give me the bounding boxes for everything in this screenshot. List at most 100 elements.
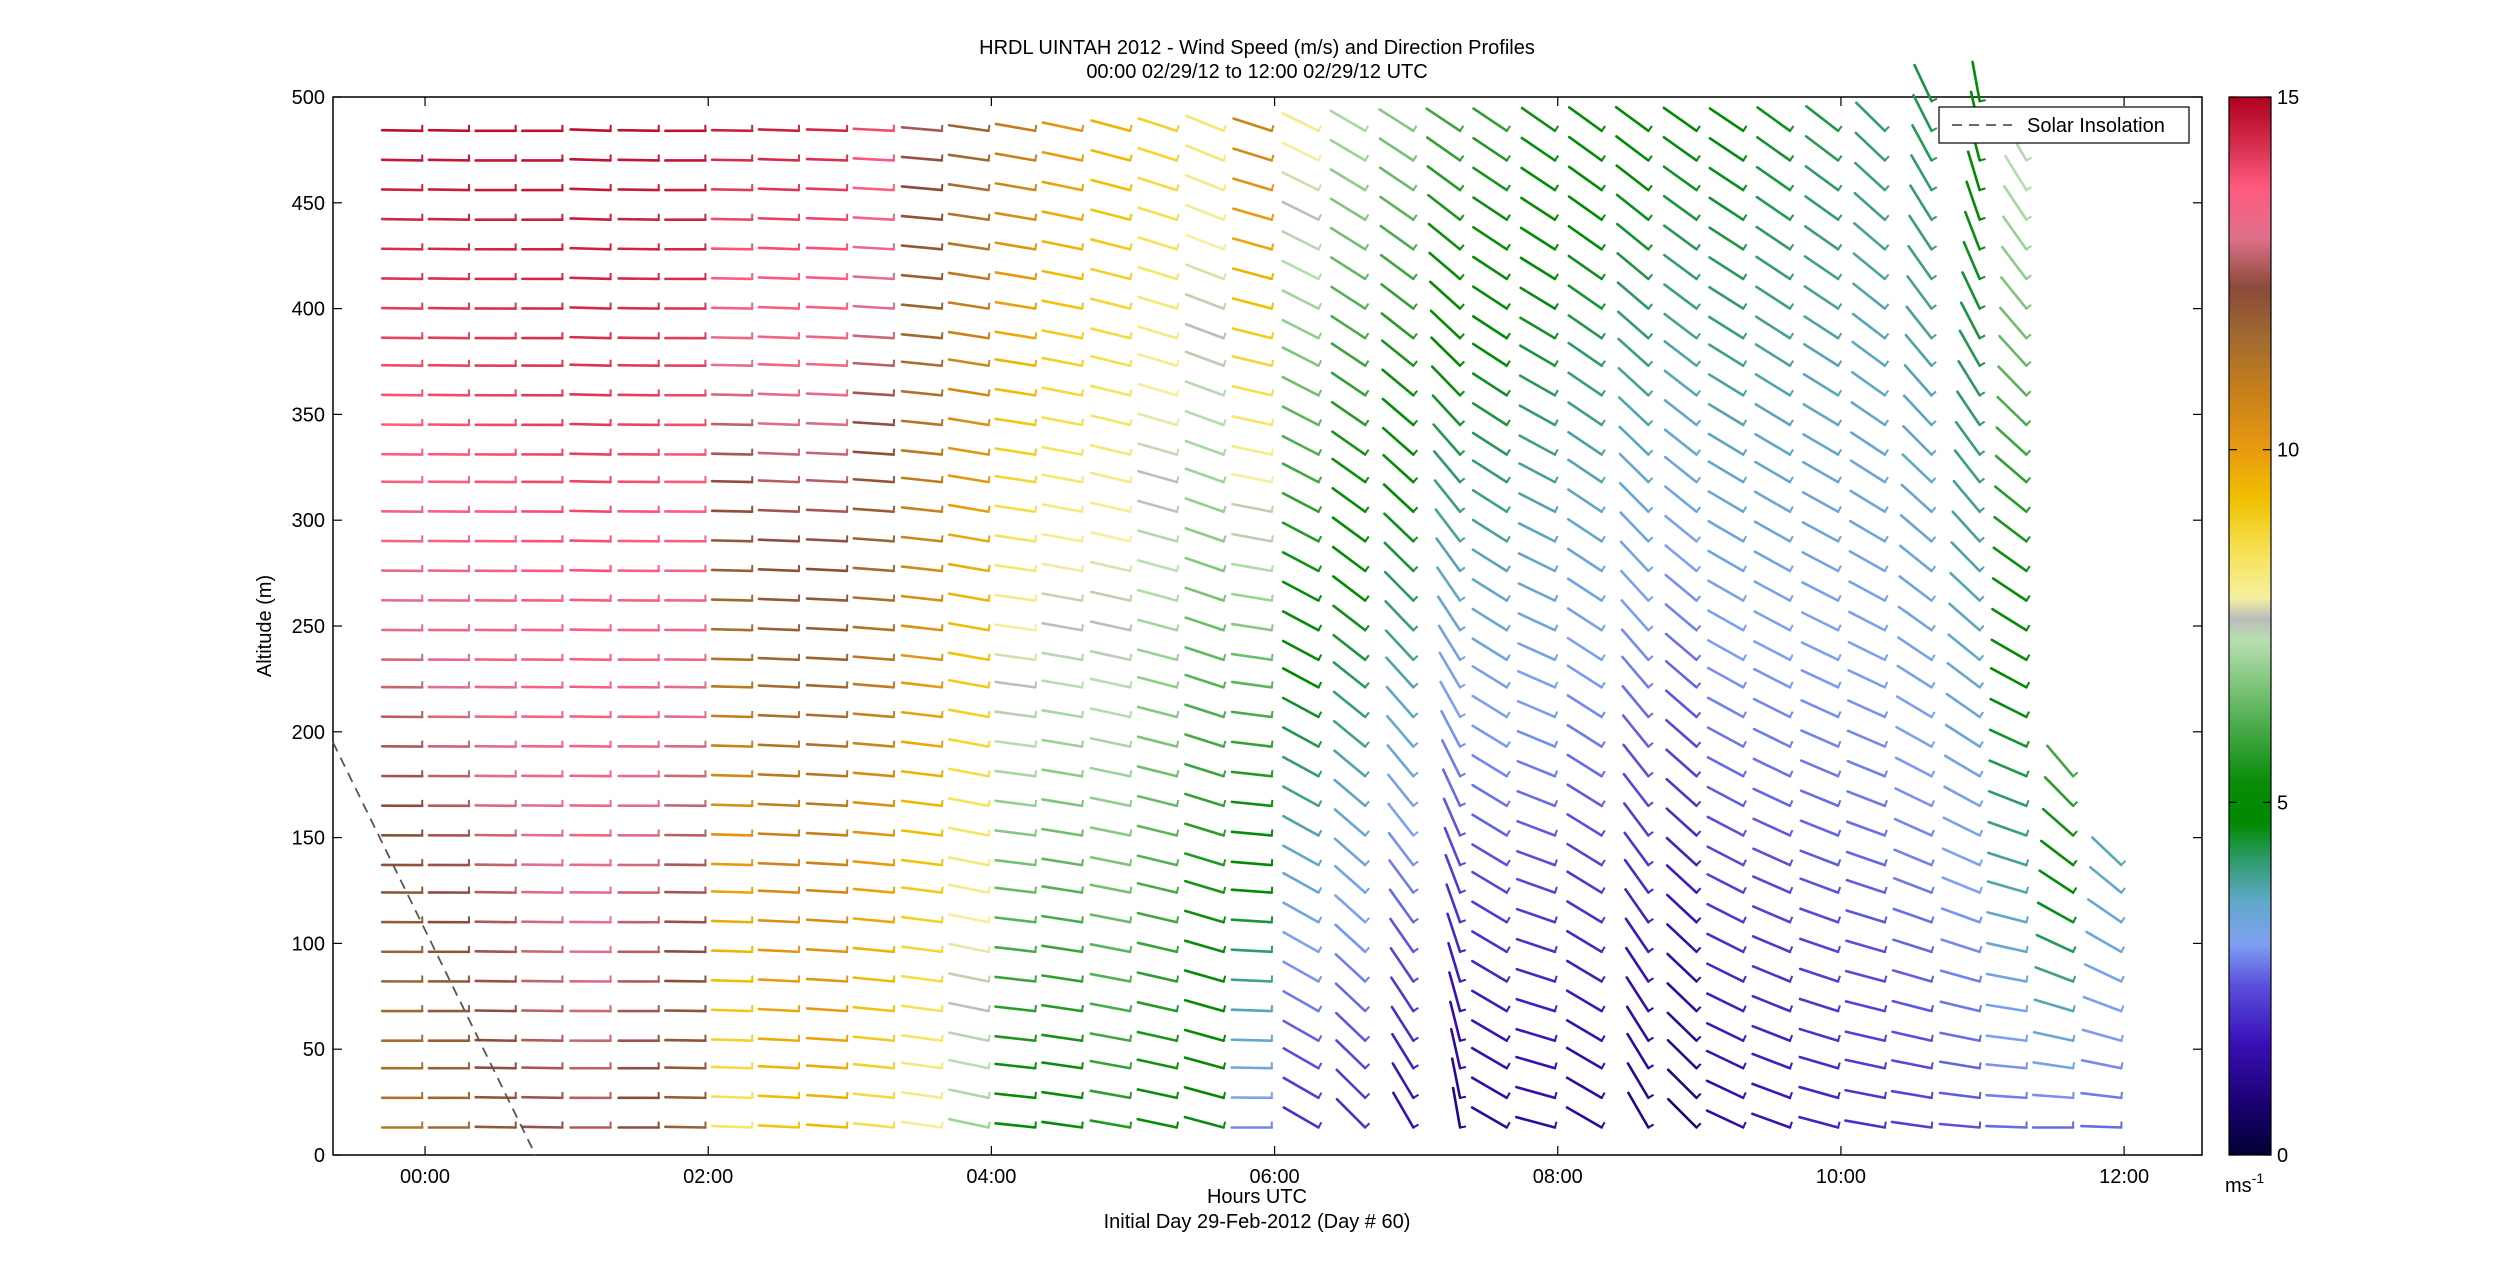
wind-barb-tick <box>2072 800 2079 807</box>
wind-barb-tick <box>1081 184 1085 191</box>
wind-barb-tick <box>1978 1034 1982 1041</box>
wind-barb-tick <box>1364 711 1370 718</box>
wind-barb <box>1801 521 1840 543</box>
wind-barb-tick <box>1789 214 1795 221</box>
wind-barb-tick <box>1175 1091 1180 1099</box>
wind-barb-tick <box>1789 1034 1794 1042</box>
wind-barb <box>1184 733 1225 748</box>
wind-barb-tick <box>1600 1035 1606 1042</box>
wind-barb <box>1281 551 1320 573</box>
wind-barb-tick <box>1695 830 1702 837</box>
wind-barb <box>1566 517 1603 543</box>
wind-barb <box>569 509 612 514</box>
wind-barb-tick <box>2025 654 2031 661</box>
wind-barb <box>900 1004 944 1013</box>
wind-barb-tick <box>1459 125 1465 132</box>
wind-barb <box>805 246 849 251</box>
wind-barb <box>1907 244 1933 281</box>
wind-barb <box>1802 433 1840 456</box>
wind-barb-tick <box>1837 1062 1841 1069</box>
wind-barb-tick <box>1459 861 1466 867</box>
wind-barb-tick <box>1978 1121 1982 1128</box>
wind-barb-tick <box>2025 1005 2029 1012</box>
colorbar-tick-label: 10 <box>2277 440 2299 462</box>
wind-barb <box>900 681 944 689</box>
wind-barb <box>1379 224 1415 251</box>
wind-barb-tick <box>1222 505 1227 513</box>
wind-barb-tick <box>2120 1062 2124 1069</box>
wind-barb-tick <box>1553 1091 1558 1099</box>
wind-barb <box>1282 785 1320 808</box>
wind-barb-tick <box>1837 624 1842 631</box>
wind-barb-tick <box>1270 653 1274 661</box>
wind-barb <box>1707 490 1745 514</box>
wind-barb <box>1041 708 1084 719</box>
wind-barb <box>1566 723 1603 748</box>
wind-barb-tick <box>2025 770 2030 777</box>
wind-barb <box>1282 755 1320 778</box>
wind-barb <box>1332 575 1367 602</box>
wind-barb-tick <box>1883 624 1889 631</box>
wind-barb <box>852 216 896 222</box>
wind-barb <box>757 276 801 281</box>
wind-barb-tick <box>1459 244 1465 250</box>
wind-barb-tick <box>1081 154 1085 161</box>
wind-barb-tick <box>1554 332 1559 339</box>
wind-barb-tick <box>1034 184 1038 191</box>
wind-barb-tick <box>1647 1064 1655 1070</box>
wind-barb <box>805 305 849 310</box>
wind-barb <box>1089 707 1132 719</box>
wind-barb-tick <box>1789 1091 1794 1099</box>
wind-barb <box>664 1038 707 1043</box>
wind-barb <box>710 657 754 662</box>
wind-barb-tick <box>1459 1125 1467 1129</box>
wind-barb <box>1436 566 1462 602</box>
colorbar-gradient <box>2228 96 2272 1156</box>
wind-barb <box>1333 778 1367 808</box>
wind-barb-tick <box>1175 1062 1180 1069</box>
wind-barb-tick <box>940 124 944 131</box>
wind-barb-tick <box>1600 332 1606 339</box>
wind-barb-tick <box>987 829 991 836</box>
wind-barb-tick <box>1978 800 1984 807</box>
wind-barb-tick <box>1081 1005 1084 1012</box>
wind-barb <box>757 216 801 222</box>
wind-barb <box>1184 350 1225 368</box>
wind-barb <box>994 799 1037 808</box>
wind-barb <box>757 918 801 924</box>
wind-barb <box>1282 844 1320 867</box>
wind-barb-tick <box>1742 975 1747 982</box>
wind-barb-tick <box>1081 740 1084 747</box>
wind-barb <box>1567 135 1603 162</box>
wind-barb <box>1282 901 1320 924</box>
wind-barb-tick <box>1222 740 1227 747</box>
wind-barb-tick <box>1364 332 1370 339</box>
wind-barb <box>1425 136 1462 162</box>
wind-barb-tick <box>1884 214 1890 221</box>
wind-barb <box>1913 63 1933 103</box>
wind-barb <box>1334 923 1367 954</box>
wind-barb <box>852 420 896 427</box>
wind-barb <box>1335 1039 1367 1070</box>
wind-barb <box>1443 826 1462 867</box>
wind-barb <box>947 738 990 748</box>
wind-barb <box>1755 285 1792 310</box>
wind-barb <box>1331 545 1367 573</box>
x-axis-label: Hours UTC <box>1207 1186 1307 1208</box>
wind-barb-tick <box>1317 476 1323 483</box>
wind-barb <box>1184 646 1225 662</box>
wind-barb-tick <box>1695 565 1702 572</box>
wind-barb <box>900 945 944 954</box>
wind-barb-tick <box>2072 771 2079 777</box>
wind-barb <box>1852 282 1887 310</box>
wind-barb <box>1041 1033 1084 1043</box>
wind-barb <box>1183 998 1225 1013</box>
wind-barb <box>1664 632 1698 662</box>
wind-barb-tick <box>1930 624 1936 631</box>
wind-barb <box>1801 551 1840 573</box>
wind-barb-tick <box>1081 653 1085 661</box>
wind-barb <box>1566 753 1603 778</box>
wind-barb-tick <box>1647 214 1653 221</box>
wind-barb-tick <box>1930 800 1936 807</box>
wind-barb <box>1136 824 1179 837</box>
